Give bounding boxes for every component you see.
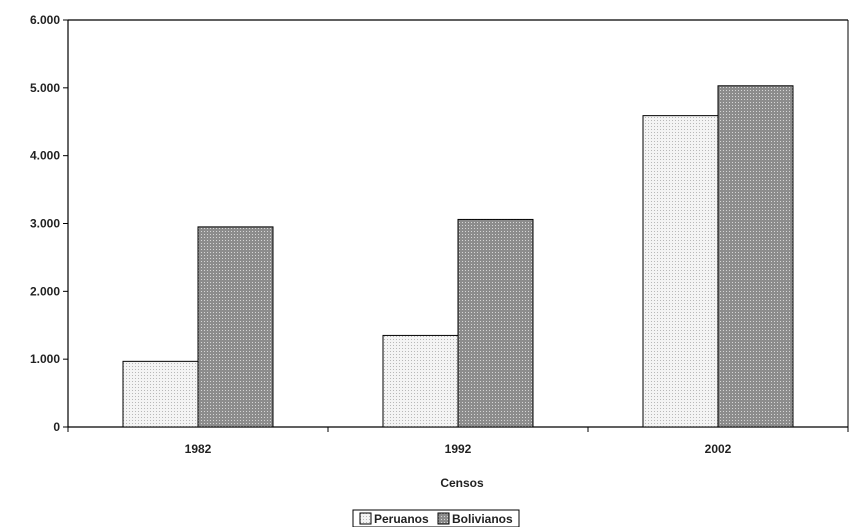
- y-tick-label: 0: [53, 420, 60, 434]
- legend-swatch-peruanos: [359, 512, 372, 525]
- legend-frame: [352, 509, 520, 527]
- x-tick-label: 2002: [705, 442, 732, 456]
- y-tick-label: 2.000: [30, 284, 60, 298]
- y-tick-label: 5.000: [30, 81, 60, 95]
- y-tick-label: 6.000: [30, 13, 60, 27]
- legend-label-peruanos: Peruanos: [374, 512, 429, 526]
- x-axis-title: Censos: [440, 476, 484, 490]
- y-axis-ticks: 0 1.000 2.000 3.000 4.000 5.000 6.000: [30, 13, 68, 434]
- bars: [122, 85, 794, 428]
- bar-bolivianos-1982: [197, 226, 274, 428]
- bar-peruanos-2002: [642, 115, 719, 428]
- bar-peruanos-1982: [122, 360, 199, 428]
- legend-label-bolivianos: Bolivianos: [452, 512, 513, 526]
- bar-peruanos-1992: [382, 334, 459, 428]
- x-axis-ticks: 1982 1992 2002: [67, 427, 849, 456]
- legend-swatch-bolivianos: [437, 512, 450, 525]
- x-tick-label: 1992: [445, 442, 472, 456]
- bar-bolivianos-2002: [717, 85, 794, 428]
- y-tick-label: 1.000: [30, 352, 60, 366]
- y-tick-label: 3.000: [30, 217, 60, 231]
- x-tick-label: 1982: [185, 442, 212, 456]
- legend: Peruanos Bolivianos: [352, 509, 520, 527]
- bar-bolivianos-1992: [457, 218, 534, 428]
- y-tick-label: 4.000: [30, 149, 60, 163]
